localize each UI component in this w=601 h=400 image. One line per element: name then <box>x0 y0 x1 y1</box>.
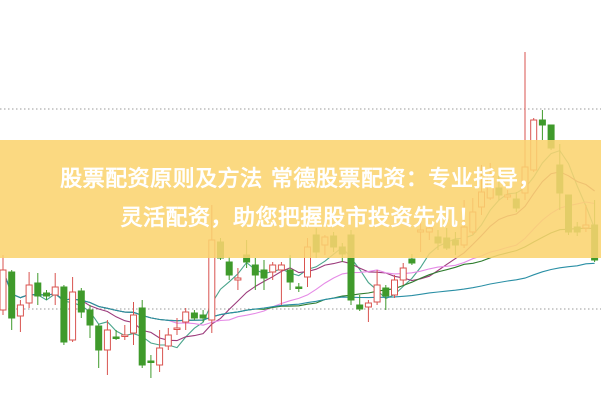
candle-body <box>138 307 146 366</box>
candle-body <box>69 291 77 341</box>
candle-body <box>373 284 381 303</box>
candle-body <box>286 269 294 283</box>
candle-body <box>164 334 172 347</box>
candle-body <box>199 314 207 319</box>
candle-body <box>269 264 277 273</box>
candle-body <box>190 312 198 319</box>
candle-body <box>156 347 164 366</box>
candle-body <box>173 327 181 330</box>
candle-body <box>130 314 137 334</box>
candle-body <box>43 292 50 297</box>
candle-body <box>147 360 155 363</box>
candle-body <box>8 271 16 319</box>
candle-body <box>382 287 390 297</box>
candle-body <box>121 334 129 337</box>
candle-body <box>295 286 303 289</box>
banner-line-1: 股票配资原则及方法 常德股票配资：专业指导， <box>60 167 541 192</box>
candle-body <box>95 325 103 351</box>
candle-body <box>225 261 233 276</box>
candle-body <box>399 267 407 281</box>
candle-body <box>34 282 42 297</box>
candle-body <box>112 336 120 339</box>
candle-body <box>16 304 24 317</box>
candle-body <box>260 269 268 279</box>
candle-body <box>391 279 398 296</box>
candle-body <box>364 302 372 308</box>
candle-body <box>25 284 33 304</box>
candle-body <box>538 119 546 126</box>
moving-average-line-60 <box>2 262 595 322</box>
title-banner: 股票配资原则及方法 常德股票配资：专业指导， 灵活配资，助您把握股市投资先机！ <box>0 140 601 258</box>
banner-line-2: 灵活配资，助您把握股市投资先机！ <box>120 206 481 231</box>
candle-body <box>51 286 59 296</box>
candle-body <box>182 311 190 323</box>
candle-body <box>86 309 94 326</box>
candle-body <box>103 329 111 351</box>
candle-body <box>277 264 285 271</box>
candle-body <box>0 269 7 311</box>
candle-body <box>60 286 68 343</box>
candle-body <box>234 277 242 281</box>
candle-body <box>408 258 416 264</box>
candle-body <box>356 304 364 310</box>
candle-body <box>77 290 85 313</box>
candle-body <box>251 264 259 276</box>
